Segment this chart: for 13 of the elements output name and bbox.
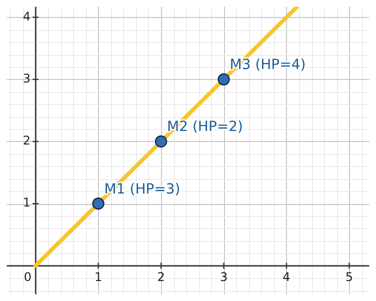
x-tick-label: 5 bbox=[345, 270, 354, 284]
x-tick-label: 0 bbox=[24, 270, 32, 284]
x-tick-label: 2 bbox=[157, 270, 165, 284]
x-tick-label: 3 bbox=[220, 270, 228, 284]
y-tick-label: 1 bbox=[22, 196, 31, 210]
y-tick-label: 3 bbox=[22, 72, 31, 86]
y-tick-label: 4 bbox=[22, 9, 31, 24]
point bbox=[92, 198, 104, 210]
point bbox=[218, 73, 230, 86]
y-tick-label: 2 bbox=[22, 134, 31, 148]
x-tick-label: 4 bbox=[282, 270, 290, 284]
x-tick-label: 1 bbox=[94, 270, 102, 284]
point bbox=[154, 135, 168, 148]
